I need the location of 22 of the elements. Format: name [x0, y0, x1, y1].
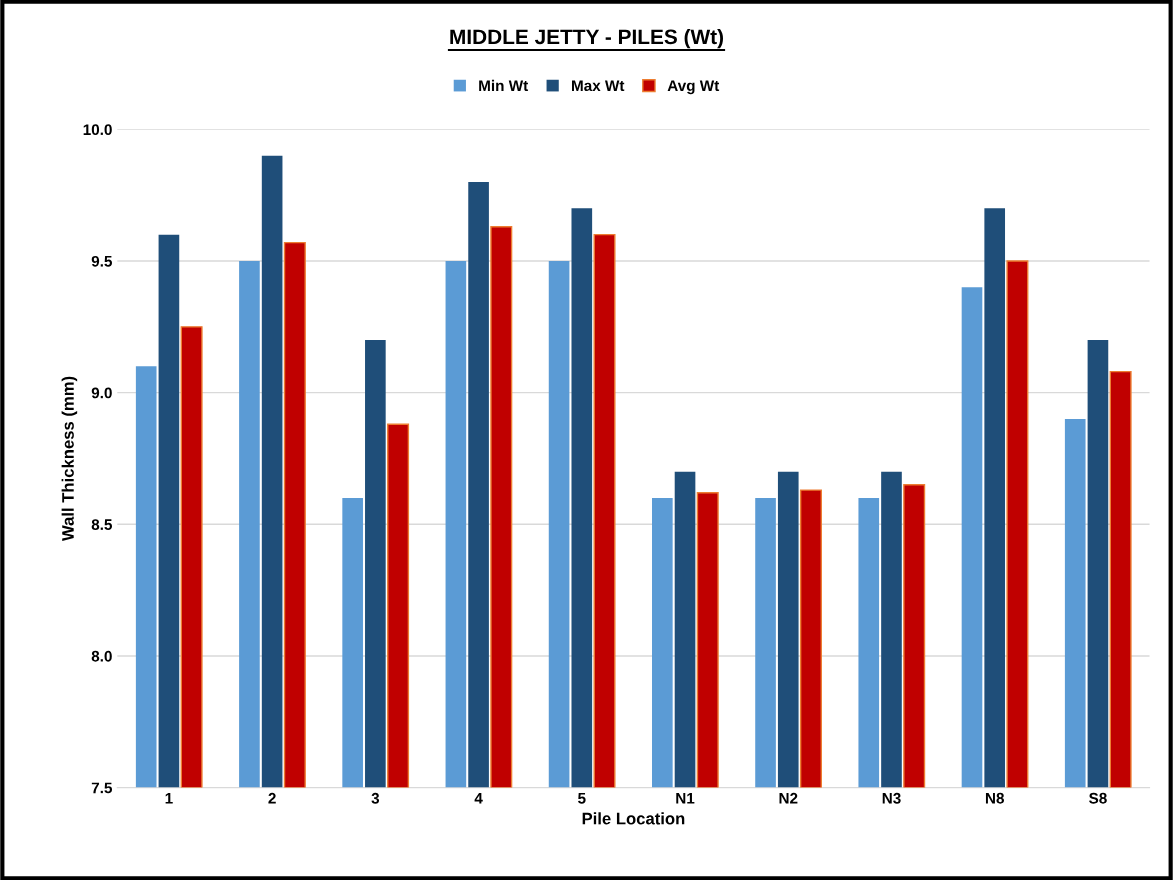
x-tick-label: N3: [882, 792, 901, 804]
y-tick-label: 10.0: [83, 124, 112, 136]
legend-label: Max Wt: [572, 80, 625, 92]
x-tick-label: N2: [779, 792, 798, 804]
y-tick-label: 7.5: [91, 782, 113, 794]
x-tick-label: N1: [676, 793, 695, 804]
y-axis-title: Wall Thickness (mm): [61, 376, 78, 542]
x-tick-label: S8: [1089, 792, 1107, 804]
x-tick-label: 5: [578, 793, 586, 804]
legend-label: Min Wt: [479, 79, 529, 92]
x-axis-title: Pile Location: [582, 812, 685, 825]
x-tick-label: 2: [268, 792, 276, 804]
x-tick-label: N8: [985, 792, 1004, 804]
y-tick-label: 8.0: [91, 650, 112, 662]
legend-label: Avg Wt: [667, 80, 720, 95]
x-tick-label: 4: [474, 793, 483, 804]
y-tick-label: 9.0: [91, 387, 112, 399]
y-tick-label: 9.5: [91, 255, 113, 267]
y-tick-label: 8.5: [91, 519, 113, 530]
chart-title: MIDDLE JETTY - PILES (Wt): [450, 28, 724, 49]
x-tick-label: 3: [371, 792, 380, 804]
x-tick-label: 1: [165, 793, 173, 804]
